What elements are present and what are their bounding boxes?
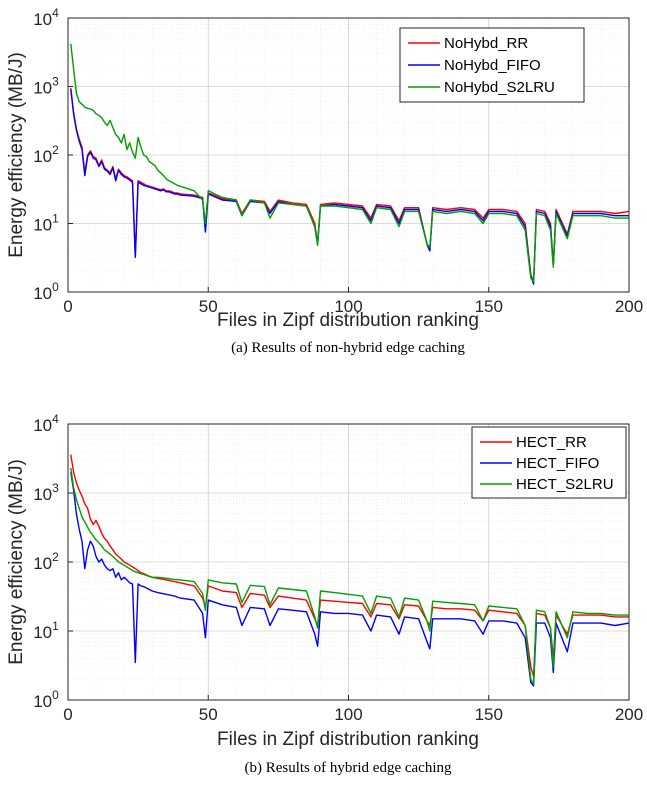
x-tick-label: 50 (199, 297, 218, 316)
y-tick-label: 103 (33, 75, 59, 98)
y-tick-label: 100 (33, 280, 59, 303)
y-tick-label: 103 (33, 481, 59, 504)
x-tick-label: 200 (615, 297, 643, 316)
y-tick-label: 102 (33, 550, 59, 573)
x-axis-label-a: Files in Zipf distribution ranking (217, 310, 479, 331)
x-tick-label: 200 (615, 705, 643, 724)
legend-label: NoHybd_FIFO (444, 57, 541, 74)
x-tick-label: 150 (475, 705, 503, 724)
y-axis-label-b: Energy efficiency (MB/J) (6, 459, 27, 665)
x-tick-label: 100 (334, 705, 362, 724)
legend-label: NoHybd_RR (444, 35, 528, 52)
x-tick-label: 0 (63, 297, 72, 316)
legend-label: HECT_S2LRU (516, 476, 614, 493)
legend-label: NoHybd_S2LRU (444, 79, 555, 96)
legend-label: HECT_RR (516, 434, 587, 451)
series-lines-a (70, 43, 630, 285)
y-axis-label-a: Energy efficiency (MB/J) (6, 52, 27, 258)
y-tick-label: 101 (33, 212, 59, 235)
x-tick-label: 150 (475, 297, 503, 316)
legend-a: NoHybd_RR NoHybd_FIFO NoHybd_S2LRU (399, 27, 585, 103)
x-axis-label-b: Files in Zipf distribution ranking (217, 729, 479, 750)
series-line-nohybd_fifo (70, 89, 629, 285)
series-line-hect_rr (70, 454, 629, 678)
x-tick-label: 0 (63, 705, 72, 724)
y-tick-label: 100 (33, 688, 59, 711)
chart-panel-a: 0 50 100 150 200 100 101 102 103 104 Files in Zi… (6, 6, 643, 356)
series-line-hect_fifo (70, 472, 630, 687)
y-ticks-a: 100 101 102 103 104 (33, 6, 73, 303)
y-tick-label: 104 (33, 412, 59, 435)
series-line-hect_s2lru (70, 467, 629, 685)
caption-a: (a) Results of non-hybrid edge caching (231, 340, 465, 356)
caption-b: (b) Results of hybrid edge caching (244, 760, 452, 776)
grid-a (68, 18, 629, 292)
y-tick-label: 104 (33, 6, 59, 29)
y-tick-label: 101 (33, 619, 59, 642)
x-tick-label: 50 (199, 705, 218, 724)
y-ticks-b: 100 101 102 103 104 (33, 412, 73, 711)
series-line-nohybd_s2lru (70, 43, 629, 283)
chart-panel-b: 0 50 100 150 200 100 101 102 103 104 Files in Zi… (6, 412, 643, 776)
x-ticks-a: 0 50 100 150 200 (63, 287, 643, 316)
x-ticks-b: 0 50 100 150 200 (63, 695, 643, 724)
series-lines-b (70, 454, 630, 687)
legend-b: HECT_RR HECT_FIFO HECT_S2LRU (471, 426, 627, 499)
legend-label: HECT_FIFO (516, 455, 599, 472)
y-tick-label: 102 (33, 143, 59, 166)
x-tick-label: 100 (334, 297, 362, 316)
